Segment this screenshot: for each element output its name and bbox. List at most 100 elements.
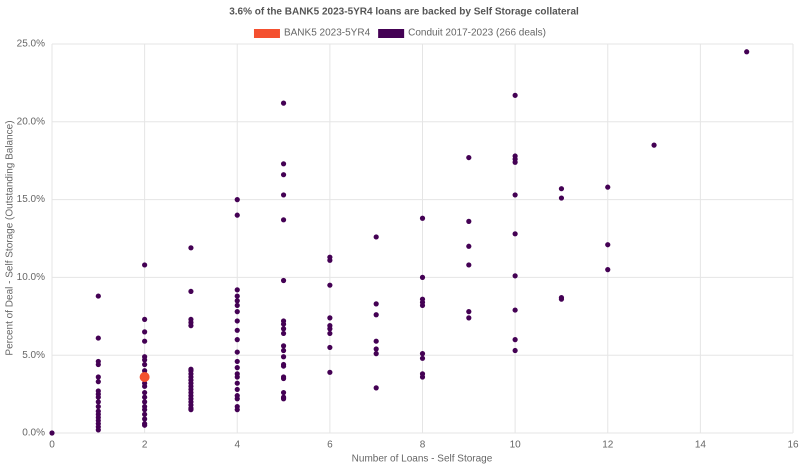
data-point: [95, 374, 101, 380]
data-point: [512, 347, 518, 354]
x-tick-label: 4: [234, 440, 240, 451]
data-point: [95, 379, 101, 385]
data-point: [234, 380, 240, 386]
data-point: [327, 344, 333, 351]
data-point: [280, 396, 287, 402]
data-point: [280, 172, 287, 178]
data-point: [744, 49, 750, 55]
data-point: [558, 296, 565, 302]
y-tick-label: 25.0%: [17, 39, 45, 50]
data-point: [234, 358, 240, 365]
y-tick-label: 5.0%: [22, 350, 45, 361]
data-point: [512, 92, 518, 98]
data-point: [234, 407, 240, 413]
data-point: [466, 315, 472, 321]
data-point: [466, 262, 472, 268]
data-point: [234, 386, 240, 393]
data-point: [373, 346, 379, 352]
data-point: [280, 354, 287, 360]
data-point: [280, 192, 287, 198]
x-tick-label: 14: [695, 440, 707, 451]
x-axis-label: Number of Loans - Self Storage: [352, 454, 493, 465]
data-point: [512, 231, 518, 237]
data-point: [327, 257, 333, 263]
data-point: [142, 407, 148, 413]
data-point: [605, 267, 611, 273]
data-point: [95, 399, 101, 405]
data-point: [419, 351, 426, 357]
data-point: [95, 394, 101, 400]
data-point: [651, 142, 657, 148]
data-point: [142, 416, 148, 422]
data-point: [373, 338, 379, 344]
data-point: [419, 355, 426, 361]
data-point: [373, 234, 379, 240]
data-point: [234, 309, 240, 315]
data-point: [605, 242, 611, 248]
data-point: [280, 277, 287, 284]
data-point: [512, 159, 518, 165]
y-tick-label: 15.0%: [17, 194, 45, 205]
data-point: [142, 357, 148, 363]
data-point: [234, 365, 240, 371]
legend-label: BANK5 2023-5YR4: [284, 28, 371, 39]
x-tick-label: 6: [327, 440, 333, 451]
data-point: [234, 197, 240, 203]
data-point: [558, 195, 565, 201]
data-point: [234, 327, 240, 333]
x-tick-label: 0: [49, 440, 55, 451]
data-point: [280, 217, 287, 223]
data-point: [512, 192, 518, 198]
data-point: [512, 273, 518, 279]
data-point: [142, 399, 148, 405]
data-point: [234, 374, 240, 380]
data-point: [327, 282, 333, 288]
data-point: [466, 218, 472, 224]
data-point: [373, 301, 379, 307]
data-point: [466, 243, 472, 249]
data-point: [142, 338, 148, 344]
data-point: [142, 383, 148, 389]
data-point: [142, 411, 148, 417]
data-point: [327, 369, 333, 375]
data-point: [234, 212, 240, 218]
data-point: [466, 309, 472, 315]
y-tick-label: 10.0%: [17, 272, 45, 283]
data-point: [280, 330, 287, 337]
y-axis-label: Percent of Deal - Self Storage (Outstand…: [5, 120, 16, 355]
data-point: [327, 326, 333, 332]
data-point: [419, 374, 426, 380]
x-tick-label: 12: [602, 440, 614, 451]
data-point: [234, 287, 240, 293]
data-point: [142, 389, 148, 396]
data-point: [234, 337, 240, 343]
data-point: [188, 288, 194, 295]
data-point: [142, 316, 148, 323]
data-point: [234, 302, 240, 309]
legend-label: Conduit 2017-2023 (266 deals): [408, 28, 546, 39]
x-tick-label: 2: [142, 440, 148, 451]
data-point: [280, 321, 287, 327]
data-point: [280, 389, 287, 396]
data-point: [466, 154, 472, 161]
data-point: [234, 318, 240, 324]
data-point: [280, 347, 287, 354]
y-tick-label: 20.0%: [17, 116, 45, 127]
data-point: [142, 422, 148, 428]
data-point: [95, 403, 101, 410]
data-point: [95, 335, 101, 341]
data-point: [188, 323, 194, 329]
data-point: [327, 330, 333, 337]
y-tick-label: 0.0%: [22, 428, 45, 439]
data-point: [280, 375, 287, 382]
data-point: [95, 427, 101, 433]
data-point: [142, 329, 148, 335]
data-point: [419, 302, 426, 309]
data-point: [95, 361, 101, 368]
x-tick-label: 16: [787, 440, 799, 451]
data-point: [234, 396, 240, 402]
data-point: [373, 351, 379, 357]
data-point: [512, 337, 518, 343]
data-point: [512, 307, 518, 313]
data-point: [419, 215, 426, 221]
